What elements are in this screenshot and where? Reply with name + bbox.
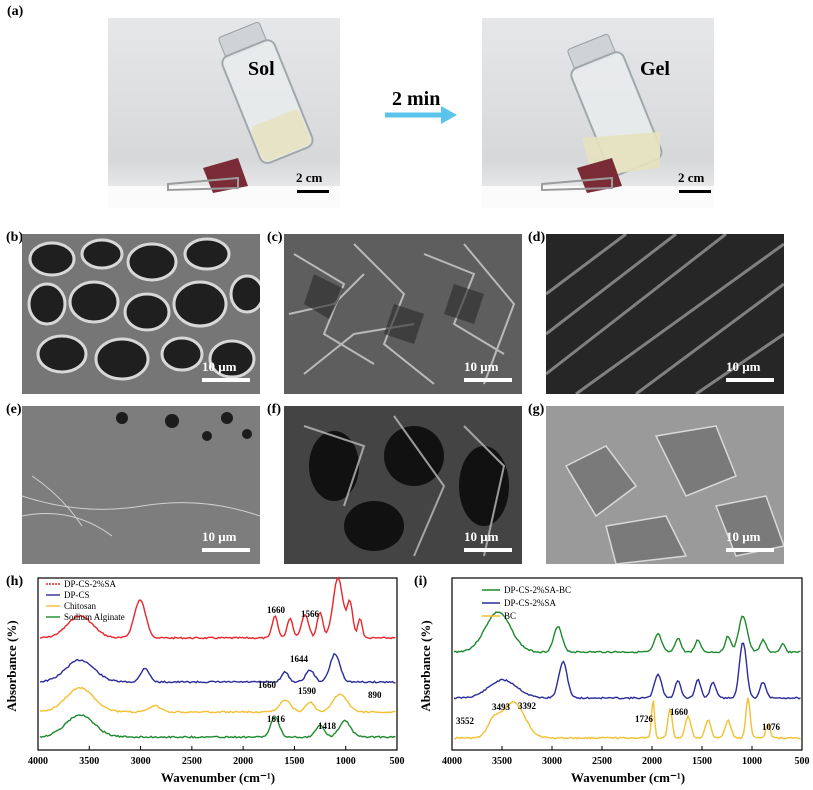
sem-image-g: 10 μm [546, 406, 784, 564]
ylabel-h: Absorbance (%) [4, 620, 19, 711]
h-tick-label-3000: 3000 [131, 756, 151, 767]
scale-bar-right [679, 190, 711, 193]
legend-i-green: DP-CS-2%SA-BC [504, 585, 571, 595]
h-tick-label-1500: 1500 [284, 756, 304, 767]
h-tick-label-3500: 3500 [79, 756, 99, 767]
h-tick-label-500: 500 [390, 756, 405, 767]
legend-i-blue: DP-CS-2%SA [504, 598, 557, 608]
sem-image-e: 10 μm [22, 406, 260, 564]
series-dp-cs-2sa-line [453, 642, 801, 700]
h-tick-label-1000: 1000 [336, 756, 356, 767]
plot-frame-h [37, 577, 398, 751]
sol-vial-image [108, 18, 340, 208]
sem-e-scale-bar [202, 548, 250, 552]
ftir-chart-h: 4000 3500 3000 2500 2000 1500 1000 500 DP-CS-2%… [4, 576, 405, 785]
i-tick-label-3500: 3500 [492, 756, 512, 767]
annot-h-1660b: 1660 [258, 680, 277, 690]
sem-image-d: 10 μm [546, 234, 784, 394]
ftir-chart-i: 4000 3500 3000 2500 2000 1500 1000 500 DP-CS-2%… [418, 577, 810, 785]
series-dp-cs-line [39, 652, 396, 684]
panel-label-i: (i) [414, 574, 428, 589]
sem-e-scale-text: 10 μm [202, 529, 237, 544]
annot-i-1076: 1076 [762, 722, 781, 732]
gel-vial-image [482, 18, 714, 208]
sem-g-scale-bar [726, 548, 774, 552]
i-tick-label-500: 500 [795, 756, 810, 767]
h-tick-label-2500: 2500 [182, 756, 202, 767]
sem-f-scale-bar [464, 548, 512, 552]
sol-vial-photo: Sol 2 cm [108, 18, 340, 208]
right-arrow-icon [385, 106, 457, 124]
scale-bar-left [297, 190, 329, 193]
annot-h-1418: 1418 [318, 721, 337, 731]
panel-label-g: (g) [528, 402, 545, 417]
series-bc-line [453, 697, 801, 740]
annot-h-1566: 1566 [301, 609, 320, 619]
ylabel-i: Absorbance (%) [418, 620, 433, 711]
sem-image-f: 10 μm [284, 406, 522, 564]
i-tick-label-1000: 1000 [742, 756, 762, 767]
i-tick-label-1500: 1500 [692, 756, 712, 767]
panel-label-c: (c) [267, 230, 283, 245]
gel-vial-photo: Gel 2 cm [482, 18, 714, 208]
panel-label-f: (f) [267, 402, 281, 417]
i-tick-label-3000: 3000 [542, 756, 562, 767]
annot-h-1616: 1616 [267, 714, 286, 724]
sem-c-scale-bar [464, 378, 512, 382]
sem-b-scale-bar [202, 378, 250, 382]
annot-i-3552: 3552 [456, 716, 475, 726]
sem-b-scale-text: 10 μm [202, 359, 237, 374]
plot-frame-i [451, 577, 803, 751]
xlabel-h: Wavenumber (cm⁻¹) [161, 770, 275, 785]
annot-h-1644: 1644 [290, 654, 309, 664]
annot-h-1590: 1590 [298, 686, 317, 696]
h-tick-label-4000: 4000 [28, 756, 48, 767]
panel-label-b: (b) [6, 230, 24, 245]
annot-i-3392: 3392 [518, 701, 537, 711]
legend-h-blue: DP-CS [64, 590, 90, 600]
sem-f-scale-text: 10 μm [464, 529, 499, 544]
annot-i-1660: 1660 [670, 707, 689, 717]
gel-label: Gel [640, 58, 670, 80]
sem-c-scale-text: 10 μm [464, 359, 499, 374]
series-chitosan-line [39, 686, 396, 714]
i-tick-label-2500: 2500 [592, 756, 612, 767]
scale-text-right: 2 cm [678, 170, 705, 185]
panel-label-a: (a) [7, 4, 24, 19]
panel-label-h: (h) [6, 574, 24, 589]
sem-g-scale-text: 10 μm [726, 529, 761, 544]
annot-h-890: 890 [368, 690, 382, 700]
scale-text-left: 2 cm [296, 170, 323, 185]
legend-i: DP-CS-2%SA-BC DP-CS-2%SA BC [482, 585, 571, 621]
legend-h: DP-CS-2%SA DP-CS Chitosan Sodium Alginat… [46, 579, 125, 622]
sol-label: Sol [248, 58, 275, 80]
i-tick-label-2000: 2000 [642, 756, 662, 767]
sem-d-scale-text: 10 μm [726, 359, 761, 374]
annot-i-3493: 3493 [492, 702, 511, 712]
legend-h-yellow: Chitosan [64, 601, 97, 611]
i-tick-label-4000: 4000 [442, 756, 462, 767]
time-arrow-label: 2 min [392, 88, 441, 110]
sem-image-c: 10 μm [284, 234, 522, 394]
legend-i-yellow: BC [504, 611, 516, 621]
panel-label-d: (d) [528, 230, 546, 245]
series-sodium-alginate-line [39, 714, 396, 739]
sem-d-scale-bar [726, 378, 774, 382]
series-dp-cs-2sa-line [39, 576, 396, 640]
h-tick-label-2000: 2000 [233, 756, 253, 767]
sem-image-b: 10 μm [22, 234, 260, 394]
annot-h-1660a: 1660 [267, 605, 286, 615]
annot-i-1726: 1726 [635, 714, 654, 724]
legend-h-green: Sodium Alginate [64, 612, 125, 622]
panel-label-e: (e) [6, 402, 22, 417]
legend-h-red: DP-CS-2%SA [64, 579, 117, 589]
xlabel-i: Wavenumber (cm⁻¹) [571, 770, 685, 785]
series-dp-cs-2sa-bc-line [453, 611, 801, 654]
